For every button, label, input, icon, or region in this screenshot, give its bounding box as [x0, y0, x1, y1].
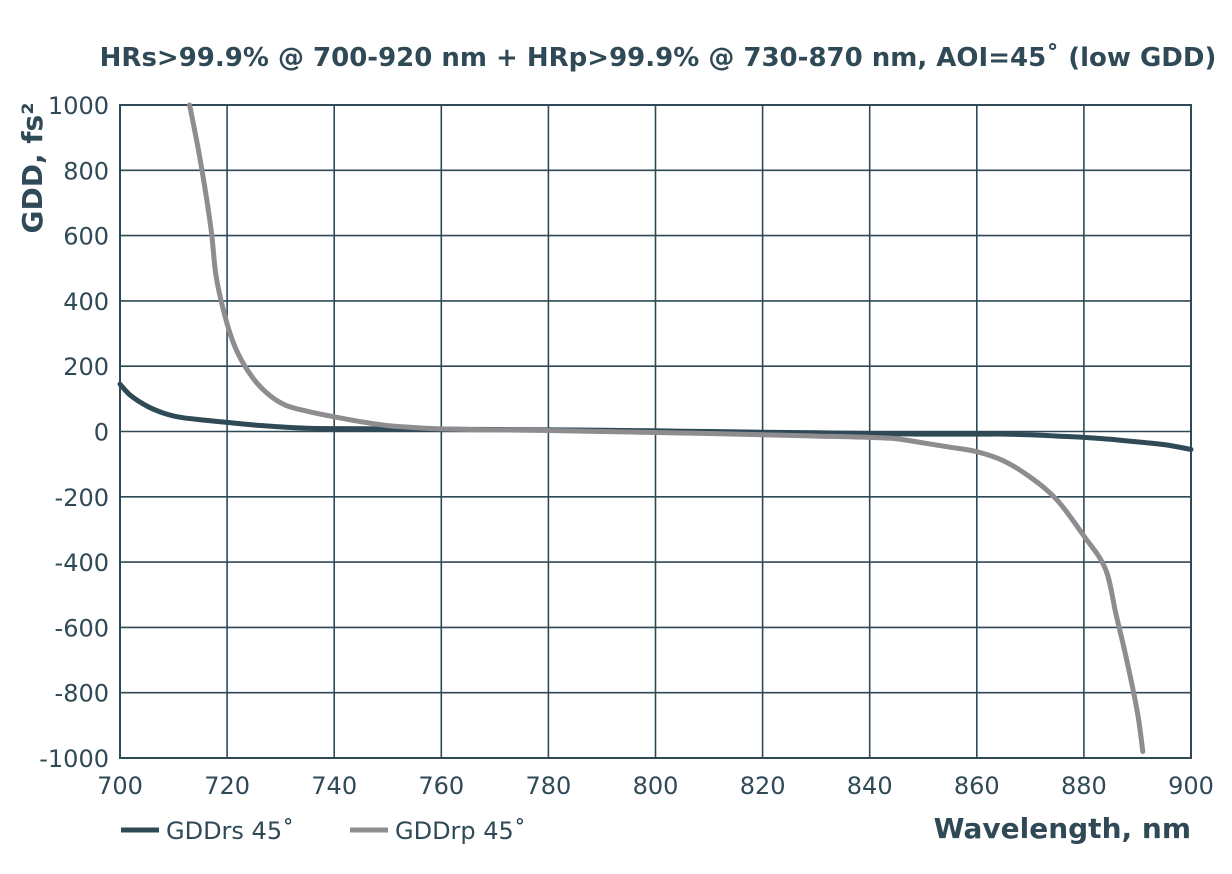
y-tick-label: -600: [55, 614, 109, 642]
y-tick-label: -800: [55, 680, 109, 708]
x-axis-title: Wavelength, nm: [934, 812, 1191, 845]
x-tick-label: 760: [418, 772, 464, 800]
legend-label-gddrp: GDDrp 45˚: [395, 817, 526, 845]
y-tick-label: 1000: [48, 92, 109, 120]
x-tick-label: 880: [1061, 772, 1107, 800]
y-tick-label: -400: [55, 549, 109, 577]
series-layer: [117, 102, 1194, 754]
x-tick-label: 700: [97, 772, 143, 800]
x-tick-label: 740: [311, 772, 357, 800]
y-tick-label: -1000: [39, 745, 109, 773]
y-tick-label: 0: [94, 419, 109, 447]
x-tick-label: 840: [847, 772, 893, 800]
y-axis-ticks: 1000 800 600 400 200 0 -200 -400 -600 -800 -1000: [39, 92, 109, 773]
y-tick-label: -200: [55, 484, 109, 512]
series-line-gddrp: [187, 102, 1146, 754]
y-axis-title: GDD, fs²: [16, 103, 49, 234]
x-axis-ticks: 700 720 740 760 780 800 820 840 860 880 900: [97, 772, 1214, 800]
x-tick-label: 720: [204, 772, 250, 800]
y-tick-label: 800: [63, 157, 109, 185]
legend: GDDrs 45˚ GDDrp 45˚: [121, 817, 526, 845]
x-tick-label: 820: [740, 772, 786, 800]
y-tick-label: 400: [63, 288, 109, 316]
x-tick-label: 860: [954, 772, 1000, 800]
chart-title: HRs>99.9% @ 700-920 nm + HRp>99.9% @ 730…: [100, 42, 1217, 73]
x-tick-label: 800: [633, 772, 679, 800]
x-tick-label: 780: [525, 772, 571, 800]
legend-label-gddrs: GDDrs 45˚: [166, 817, 294, 845]
plot-area-frame: [119, 104, 1192, 759]
x-tick-label: 900: [1168, 772, 1214, 800]
y-tick-label: 200: [63, 353, 109, 381]
y-tick-label: 600: [63, 223, 109, 251]
